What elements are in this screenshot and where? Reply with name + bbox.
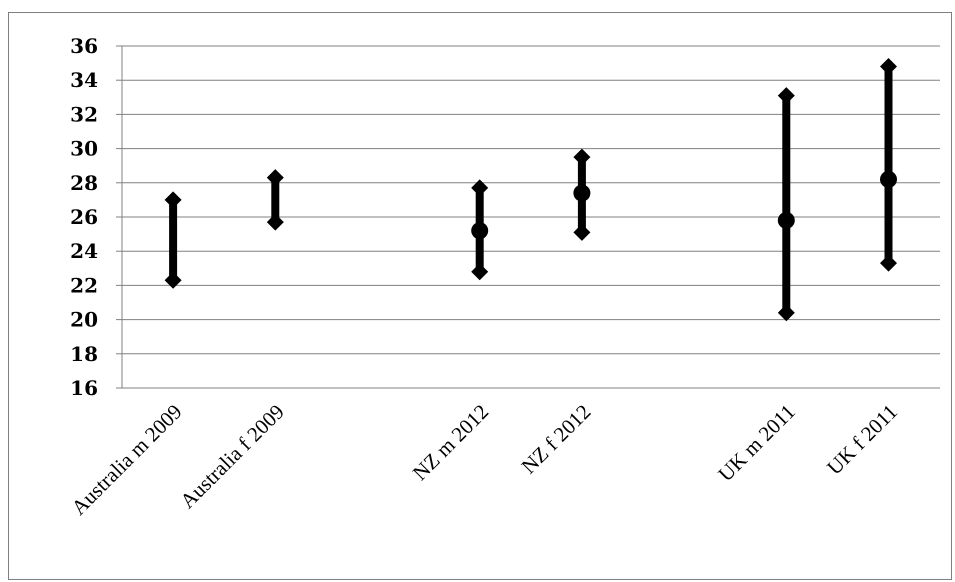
mean-circle-marker [777,211,795,229]
y-tick-label: 30 [70,137,98,161]
max-diamond-marker [266,169,284,187]
min-diamond-marker [471,263,489,281]
max-diamond-marker [777,87,795,105]
max-diamond-marker [471,179,489,197]
min-diamond-marker [573,223,591,241]
min-diamond-marker [164,271,182,289]
y-tick-label: 24 [70,239,98,263]
y-tick-label: 36 [70,34,98,58]
y-tick-label: 32 [70,102,98,126]
range-bars [169,66,893,313]
x-category-label: NZ m 2012 [408,400,493,485]
markers [164,58,897,322]
chart-frame [8,12,952,580]
axes [116,45,940,389]
x-category-label: UK f 2011 [822,400,902,480]
x-category-label: Australia f 2009 [175,400,288,513]
y-tick-label: 16 [70,376,98,400]
mean-circle-marker [573,184,591,202]
min-diamond-marker [880,254,897,272]
y-tick-label: 20 [70,308,98,332]
y-tick-label: 18 [70,342,98,366]
mean-circle-marker [471,222,489,240]
max-diamond-marker [573,148,591,166]
max-diamond-marker [164,191,182,209]
mean-circle-marker [880,170,897,188]
x-category-label: UK m 2011 [713,400,800,487]
y-tick-label: 26 [70,205,98,229]
x-category-label: Australia m 2009 [67,400,187,520]
x-category-label: NZ f 2012 [517,400,596,479]
min-diamond-marker [266,213,284,231]
max-diamond-marker [880,58,897,76]
y-tick-label: 22 [70,273,98,297]
y-tick-label: 34 [70,68,98,92]
min-diamond-marker [777,304,795,322]
y-tick-label: 28 [70,171,98,195]
y-axis-ticks: 16 18 20 22 24 26 28 30 32 34 36 [70,34,98,400]
gridlines [122,45,940,355]
